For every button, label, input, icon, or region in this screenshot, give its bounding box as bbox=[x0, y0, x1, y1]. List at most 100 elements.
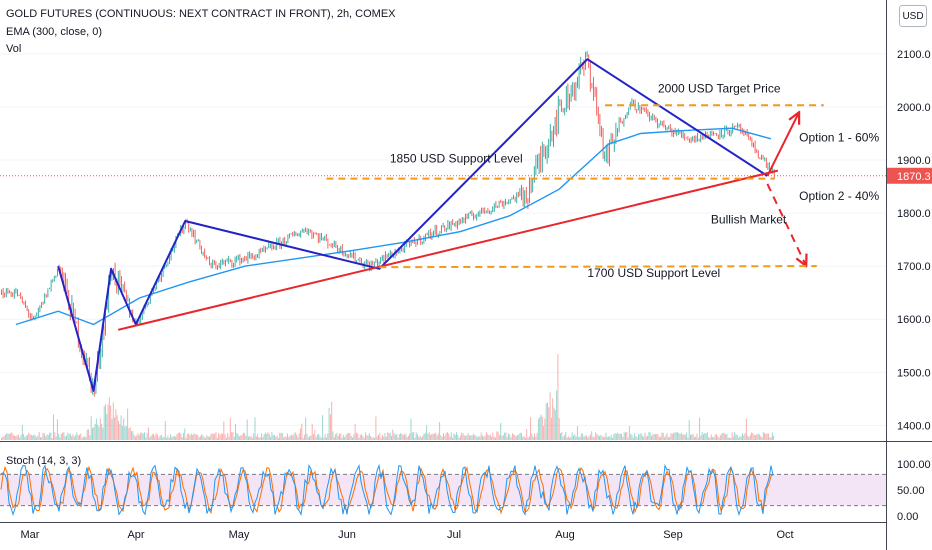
volume-bar bbox=[602, 437, 604, 440]
volume-bar bbox=[769, 437, 771, 440]
volume-bar bbox=[56, 419, 58, 440]
volume-bar bbox=[14, 435, 15, 440]
time-tick-label: Apr bbox=[127, 529, 144, 541]
stoch-legend: Stoch (14, 3, 3) bbox=[6, 455, 81, 467]
volume-bar bbox=[731, 432, 733, 440]
volume-bar bbox=[238, 436, 240, 440]
volume-bar bbox=[53, 414, 54, 440]
volume-bar bbox=[32, 435, 34, 440]
volume-bar bbox=[669, 436, 671, 440]
volume-bar bbox=[66, 435, 67, 440]
vol-legend[interactable]: Vol bbox=[6, 43, 22, 55]
volume-bar bbox=[764, 433, 766, 440]
volume-bar bbox=[636, 437, 638, 440]
volume-bar bbox=[496, 431, 498, 440]
volume-bar bbox=[554, 409, 556, 440]
volume-bar bbox=[391, 435, 392, 440]
volume-bar bbox=[344, 437, 346, 440]
volume-bar bbox=[326, 437, 327, 440]
volume-bar bbox=[293, 433, 295, 440]
volume-bar bbox=[569, 437, 571, 440]
volume-bar bbox=[160, 435, 162, 440]
volume-bar bbox=[573, 435, 574, 440]
volume-bar bbox=[632, 437, 634, 440]
volume-bar bbox=[612, 437, 613, 440]
volume-bar bbox=[393, 432, 395, 440]
volume-bar bbox=[93, 427, 95, 440]
volume-bar bbox=[498, 434, 500, 440]
volume-bar bbox=[727, 437, 729, 440]
volume-bar bbox=[246, 419, 248, 440]
volume-bar bbox=[365, 432, 366, 440]
volume-bar bbox=[322, 415, 324, 440]
volume-bar bbox=[85, 436, 87, 440]
volume-bar bbox=[371, 437, 373, 440]
volume-bar bbox=[589, 434, 591, 440]
volume-bar bbox=[362, 435, 364, 440]
volume-bar bbox=[423, 433, 425, 440]
ema-legend[interactable]: EMA (300, close, 0) bbox=[6, 26, 102, 38]
volume-bar bbox=[199, 435, 201, 440]
volume-bar bbox=[511, 433, 513, 440]
volume-bar bbox=[678, 433, 680, 440]
volume-bar bbox=[756, 434, 758, 440]
volume-bar bbox=[708, 437, 710, 440]
volume-bar bbox=[712, 437, 714, 440]
volume-bar bbox=[30, 434, 32, 440]
volume-bar bbox=[183, 433, 184, 440]
volume-bar bbox=[738, 437, 740, 440]
volume-bar bbox=[352, 437, 353, 440]
volume-bar bbox=[232, 432, 234, 440]
volume-bar bbox=[521, 433, 522, 440]
volume-bar bbox=[379, 433, 381, 440]
volume-bar bbox=[318, 433, 320, 440]
volume-bar bbox=[212, 433, 214, 440]
volume-bar bbox=[661, 432, 663, 440]
volume-bar bbox=[709, 437, 711, 440]
volume-bar bbox=[504, 432, 506, 440]
volume-bar bbox=[124, 426, 126, 440]
volume-bar bbox=[402, 434, 404, 440]
volume-bar bbox=[443, 432, 444, 440]
volume-bar bbox=[16, 435, 18, 440]
volume-bar bbox=[287, 433, 288, 440]
chart-annotation: Option 1 - 60% bbox=[799, 130, 879, 144]
volume-bar bbox=[331, 401, 333, 440]
volume-bar bbox=[523, 435, 525, 440]
volume-bar bbox=[67, 432, 69, 440]
volume-bar bbox=[346, 433, 348, 440]
volume-bar bbox=[383, 436, 385, 440]
volume-bar bbox=[46, 434, 48, 440]
volume-bar bbox=[127, 408, 129, 440]
volume-bar bbox=[670, 433, 672, 440]
volume-bar bbox=[400, 432, 402, 440]
volume-bar bbox=[255, 436, 257, 440]
volume-bar bbox=[102, 427, 104, 440]
volume-bar bbox=[215, 432, 217, 440]
volume-bar bbox=[289, 435, 291, 440]
volume-bar bbox=[244, 433, 246, 440]
chart-annotation: Option 2 - 40% bbox=[799, 189, 879, 203]
volume-bar bbox=[647, 435, 649, 440]
volume-bar bbox=[99, 418, 101, 440]
volume-bar bbox=[765, 433, 767, 440]
volume-bar bbox=[695, 436, 697, 440]
volume-bar bbox=[601, 436, 603, 440]
drawing-trendline bbox=[117, 169, 779, 331]
volume-bar bbox=[618, 433, 620, 440]
volume-bar bbox=[155, 433, 157, 440]
volume-bar bbox=[553, 407, 555, 440]
volume-bar bbox=[271, 432, 273, 440]
volume-bar bbox=[372, 437, 374, 440]
volume-bar bbox=[472, 433, 474, 440]
volume-bar bbox=[586, 435, 587, 440]
volume-bar bbox=[251, 437, 253, 440]
volume-bar bbox=[151, 434, 153, 440]
volume-bar bbox=[375, 416, 377, 440]
volume-bar bbox=[691, 434, 693, 440]
volume-bar bbox=[115, 409, 117, 440]
volume-bar bbox=[446, 432, 448, 440]
volume-bar bbox=[453, 433, 455, 440]
currency-button[interactable]: USD bbox=[899, 5, 927, 27]
